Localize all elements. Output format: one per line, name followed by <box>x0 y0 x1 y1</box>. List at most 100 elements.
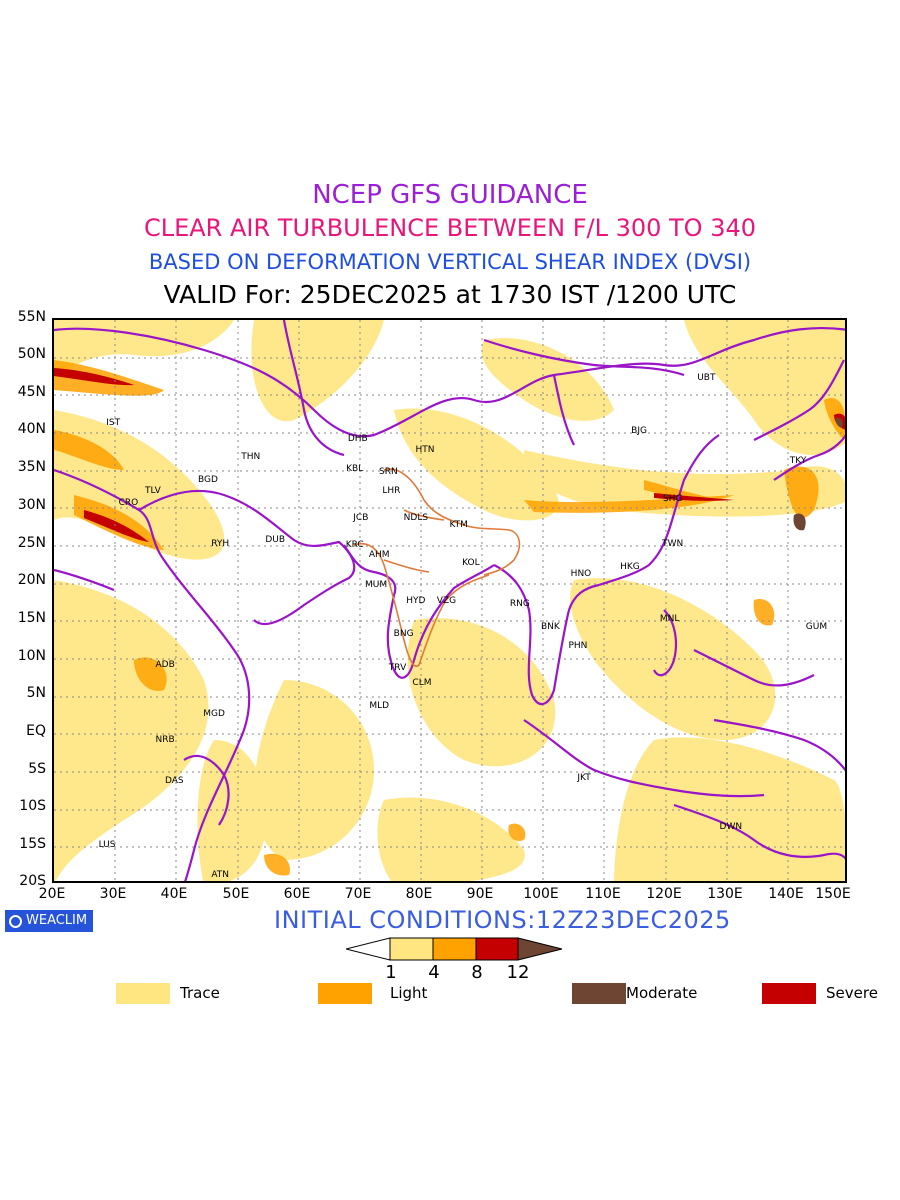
india-borders <box>353 468 521 667</box>
lat-label: 5N <box>26 685 46 701</box>
city-label-krc: KRC <box>345 539 364 550</box>
city-label-cro: CRO <box>118 497 139 508</box>
city-label-htn: HTN <box>415 444 435 455</box>
city-label-ndls: NDLS <box>403 512 429 523</box>
city-label-bjg: BJG <box>631 426 647 436</box>
colorbar-tick: 12 <box>506 962 530 983</box>
graticule <box>54 320 845 881</box>
city-label-mld: MLD <box>369 700 390 711</box>
city-label-bng: BNG <box>393 629 414 640</box>
lon-label: 50E <box>222 886 250 902</box>
city-label-thn: THN <box>241 452 261 463</box>
city-label-hkg: HKG <box>620 561 640 572</box>
city-label-atn: ATN <box>211 870 230 881</box>
colorbar <box>346 937 563 961</box>
lat-label: 35N <box>17 459 46 475</box>
lon-label: 130E <box>707 886 743 902</box>
city-label-ist: IST <box>106 418 121 429</box>
colorbar-below-1 <box>346 937 391 961</box>
city-label-ktm: KTM <box>449 520 468 531</box>
lat-label: 55N <box>17 309 46 325</box>
lat-label: 45N <box>17 384 46 400</box>
city-label-dhb: DHB <box>347 433 368 444</box>
lon-label: 110E <box>585 886 621 902</box>
lat-label: 15S <box>19 836 46 852</box>
city-label-dwn: DWN <box>719 821 743 832</box>
lon-label: 140E <box>768 886 804 902</box>
city-label-adb: ADB <box>155 659 175 670</box>
map-canvas <box>54 320 845 881</box>
lon-label: 30E <box>99 886 127 902</box>
city-label-bnk: BNK <box>540 621 560 632</box>
city-label-trv: TRV <box>388 663 407 674</box>
lat-label: 20N <box>17 572 46 588</box>
lat-label: 50N <box>17 346 46 362</box>
colorbar-tick: 1 <box>385 962 397 983</box>
city-label-hyd: HYD <box>406 595 426 606</box>
city-label-kbl: KBL <box>346 463 364 474</box>
city-label-jcb: JCB <box>353 512 369 523</box>
moderate-turbulence-shading <box>793 417 843 531</box>
city-label-mum: MUM <box>365 580 388 591</box>
title-valid-time: VALID For: 25DEC2025 at 1730 IST /1200 U… <box>163 280 737 309</box>
lon-label: 150E <box>815 886 851 902</box>
city-label-mnl: MNL <box>659 614 680 625</box>
lat-label: 30N <box>17 497 46 513</box>
legend-swatch-trace <box>116 983 170 1004</box>
legend-label-trace: Trace <box>180 984 220 1002</box>
lon-label: 80E <box>405 886 433 902</box>
lat-label: 20S <box>19 873 46 889</box>
title-method: BASED ON DEFORMATION VERTICAL SHEAR INDE… <box>148 250 752 274</box>
colorbar-severe <box>475 937 519 961</box>
city-label-shg: SHG <box>662 493 683 504</box>
lat-label: 40N <box>17 421 46 437</box>
colorbar-trace <box>389 937 434 961</box>
city-label-kol: KOL <box>462 557 480 568</box>
legend-swatch-moderate <box>572 983 626 1004</box>
turbulence-map <box>52 318 847 883</box>
legend-label-moderate: Moderate <box>626 984 698 1002</box>
lat-label: 10S <box>19 798 46 814</box>
city-label-ahm: AHM <box>368 550 390 561</box>
city-label-mgd: MGD <box>203 708 225 719</box>
lon-label: 20E <box>38 886 66 902</box>
colorbar-tick: 8 <box>471 962 483 983</box>
weaclim-ring-icon <box>9 914 22 928</box>
weaclim-logo: WEACLIM <box>5 910 94 932</box>
city-label-twn: TWN <box>662 539 684 549</box>
legend-swatch-light <box>318 983 372 1004</box>
city-label-tlv: TLV <box>145 486 161 497</box>
lat-label: 15N <box>17 610 46 626</box>
city-label-srn: SRN <box>378 467 398 478</box>
city-label-das: DAS <box>164 776 184 787</box>
lat-label: 10N <box>17 648 46 664</box>
city-label-bgd: BGD <box>197 474 218 485</box>
city-label-jkt: JKT <box>577 772 591 783</box>
lon-label: 60E <box>283 886 311 902</box>
colorbar-light <box>432 937 477 961</box>
city-label-phn: PHN <box>568 640 588 651</box>
city-label-gum: GUM <box>805 621 828 632</box>
lon-label: 40E <box>160 886 188 902</box>
city-label-tky: TKY <box>789 456 807 467</box>
city-label-ryh: RYH <box>211 539 230 549</box>
lon-label: 120E <box>646 886 682 902</box>
initial-conditions: INITIAL CONDITIONS:12Z23DEC2025 <box>274 906 731 934</box>
lon-label: 90E <box>466 886 494 902</box>
city-label-vzg: VZG <box>436 595 457 606</box>
legend-swatch-severe <box>762 983 816 1004</box>
city-label-nrb: NRB <box>155 734 175 745</box>
coastlines <box>54 320 845 881</box>
city-label-clm: CLM <box>412 678 432 689</box>
city-label-rng: RNG <box>509 599 530 610</box>
lat-label: 5S <box>28 761 46 777</box>
city-label-lus: LUS <box>98 840 116 851</box>
title-parameter: CLEAR AIR TURBULENCE BETWEEN F/L 300 TO … <box>143 214 757 242</box>
legend-label-severe: Severe <box>826 984 878 1002</box>
city-label-hno: HNO <box>570 569 592 580</box>
lat-label: EQ <box>26 723 46 739</box>
legend-label-light: Light <box>390 984 428 1002</box>
city-label-dub: DUB <box>265 535 286 546</box>
city-label-lhr: LHR <box>382 486 401 497</box>
colorbar-above-12 <box>517 937 563 961</box>
